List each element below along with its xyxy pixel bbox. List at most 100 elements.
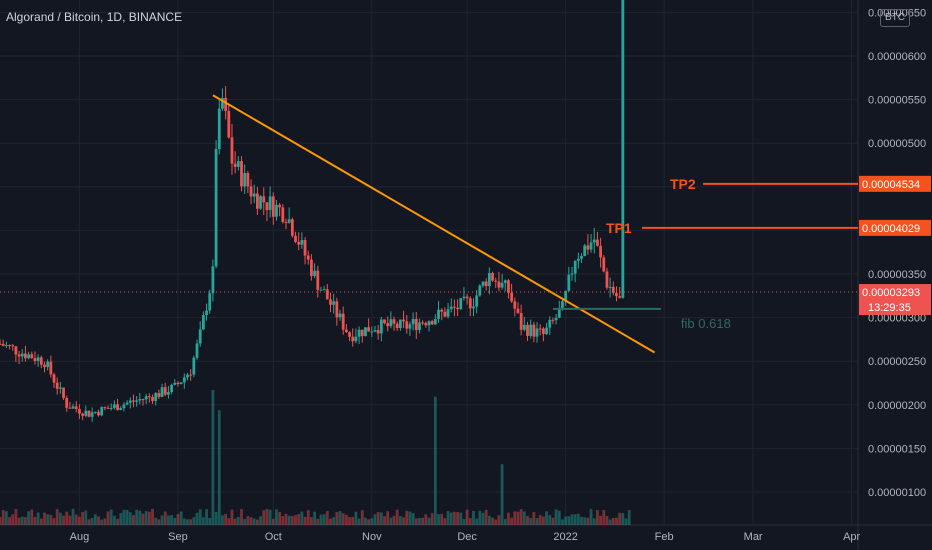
candle-body: [290, 219, 294, 236]
volume-bar: [167, 515, 170, 525]
volume-bar: [297, 514, 301, 525]
tp-price-text: 0.00004029: [862, 223, 920, 235]
candle-body: [411, 319, 415, 325]
volume-bar: [186, 519, 189, 525]
volume-bar: [198, 509, 202, 525]
volume-bar: [246, 516, 250, 525]
volume-bar: [316, 518, 320, 525]
candle-body: [300, 240, 304, 245]
candle-body: [516, 308, 520, 313]
candle-body: [275, 204, 278, 217]
volume-bar: [310, 517, 313, 525]
candle-body: [351, 336, 355, 342]
candle-body: [503, 280, 507, 283]
volume-bar: [46, 514, 50, 525]
volume-bar: [201, 517, 205, 525]
candle-body: [93, 411, 97, 413]
candle-body: [84, 410, 88, 416]
x-tick-label: Feb: [655, 531, 674, 543]
candle-body: [497, 281, 501, 288]
volume-bar: [138, 510, 142, 525]
volume-bar: [103, 518, 107, 525]
volume-bar: [379, 512, 383, 525]
volume-bar: [259, 516, 262, 525]
candle-body: [589, 242, 593, 250]
volume-bar: [319, 514, 323, 525]
volume-bar: [179, 511, 183, 525]
candle-body: [46, 361, 50, 368]
currency-badge[interactable]: BTC: [880, 9, 910, 27]
candle-body: [90, 412, 94, 417]
volume-bar: [567, 516, 571, 525]
volume-bar: [252, 518, 256, 525]
candle-body: [141, 399, 145, 401]
candle-body: [621, 0, 625, 298]
candle-body: [135, 400, 139, 402]
volume-bar: [233, 518, 237, 525]
candle-body: [97, 411, 100, 416]
candle-body: [198, 329, 202, 344]
volume-bar: [135, 509, 139, 525]
volume-bar: [128, 512, 132, 525]
candle-body: [62, 387, 65, 398]
candle-body: [392, 319, 396, 324]
volume-bar: [224, 513, 228, 525]
candle-body: [535, 328, 539, 337]
candle-body: [195, 343, 199, 358]
candle-body: [592, 239, 596, 243]
volume-bar: [151, 508, 154, 525]
volume-bar: [338, 511, 342, 525]
candle-body: [519, 312, 523, 330]
volume-bar: [106, 511, 110, 525]
candle-body: [472, 306, 475, 309]
candle-body: [605, 271, 609, 288]
candle-body: [106, 407, 110, 409]
candle-body: [478, 285, 482, 296]
volume-bar: [68, 515, 72, 525]
volume-bar: [217, 410, 221, 525]
candle-body: [395, 323, 399, 329]
volume-bar: [580, 516, 583, 525]
candle-body: [383, 319, 386, 324]
tp-label: TP2: [670, 176, 696, 192]
y-tick-label: 0.00000600: [868, 51, 926, 63]
candle-body: [1, 343, 5, 346]
volume-bar: [430, 513, 434, 525]
volume-bar: [491, 517, 494, 525]
candle-body: [573, 260, 577, 274]
volume-bar: [332, 517, 336, 525]
candle-body: [596, 239, 599, 246]
volume-bar: [243, 519, 247, 525]
candle-body: [0, 343, 2, 345]
x-tick-label: Nov: [362, 531, 382, 543]
volume-bar: [437, 514, 440, 525]
candle-body: [265, 202, 269, 211]
candle-body: [11, 345, 15, 347]
candle-body: [259, 196, 262, 209]
candle-body: [608, 286, 612, 288]
volume-bar: [596, 510, 599, 525]
volume-bar: [389, 517, 393, 525]
candle-body: [459, 298, 463, 310]
candle-body: [507, 280, 510, 293]
volume-bar: [561, 519, 564, 525]
symbol-title[interactable]: Algorand / Bitcoin, 1D, BINANCE: [6, 10, 183, 24]
volume-bar: [542, 516, 545, 525]
candle-body: [27, 354, 30, 359]
candle-body: [20, 353, 24, 357]
volume-bar: [147, 511, 151, 525]
candle-body: [284, 221, 288, 223]
candle-body: [281, 207, 285, 222]
volume-bar: [367, 519, 371, 525]
volume-bar: [0, 516, 2, 525]
volume-bar: [192, 517, 196, 525]
candle-body: [576, 258, 580, 261]
candle-body: [364, 327, 367, 337]
volume-bar: [449, 512, 453, 525]
candle-body: [446, 309, 450, 317]
volume-bar: [589, 508, 593, 525]
volume-bar: [49, 514, 53, 525]
volume-bar: [87, 519, 91, 525]
